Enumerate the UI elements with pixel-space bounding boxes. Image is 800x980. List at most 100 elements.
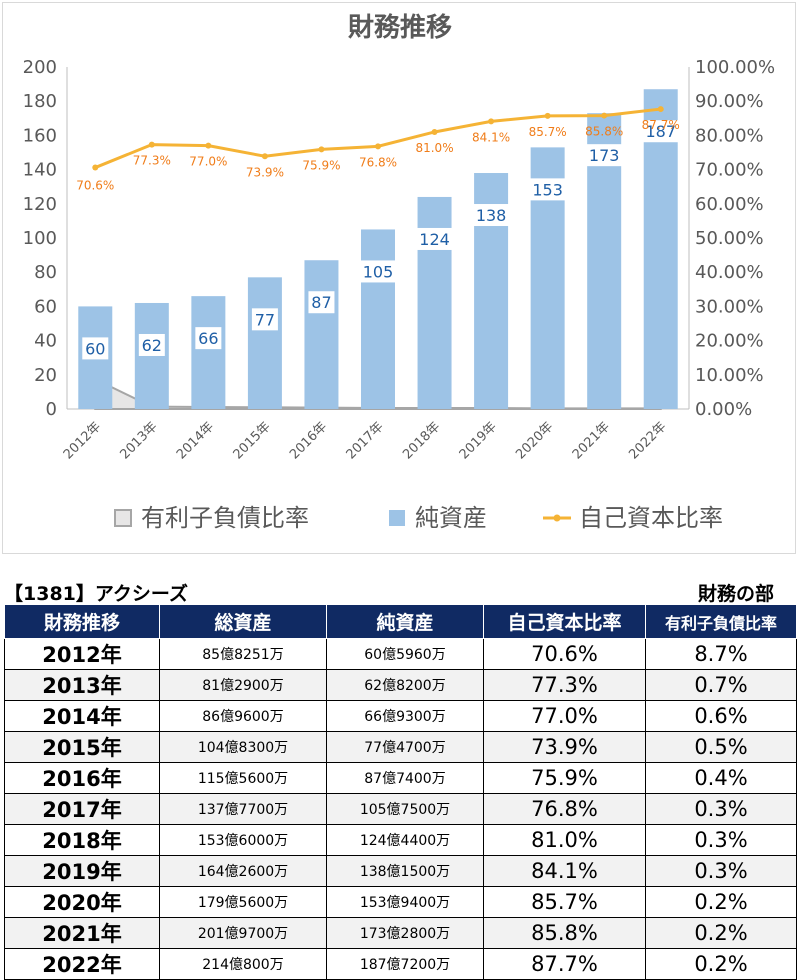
cell-year: 2013年 xyxy=(4,669,160,701)
square-fill-icon xyxy=(389,510,405,526)
cell-total-assets: 201億9700万 xyxy=(159,917,327,949)
bar-data-label: 77 xyxy=(255,310,275,329)
cell-total-assets: 153億6000万 xyxy=(159,824,327,856)
table-row: 2020年 179億5600万 153億9400万 85.7% 0.2% xyxy=(4,886,797,918)
equity-ratio-label: 73.9% xyxy=(246,165,284,179)
equity-ratio-point xyxy=(318,146,325,153)
equity-ratio-point xyxy=(205,142,212,149)
cell-debt-ratio: 0.3% xyxy=(645,824,797,856)
cell-debt-ratio: 0.4% xyxy=(645,762,797,794)
cell-equity-ratio: 75.9% xyxy=(483,762,646,794)
cell-net-assets: 138億1500万 xyxy=(326,855,484,887)
cell-net-assets: 153億9400万 xyxy=(326,886,484,918)
section-label: 財務の部 xyxy=(697,583,774,605)
cell-year: 2019年 xyxy=(4,855,160,887)
net-assets-bar xyxy=(361,229,395,409)
x-tick-label: 2014年 xyxy=(174,419,217,462)
square-outline-icon xyxy=(114,509,132,527)
x-tick-label: 2016年 xyxy=(287,419,330,462)
company-title: 【1381】アクシーズ xyxy=(4,583,188,605)
table-row: 2016年 115億5600万 87億7400万 75.9% 0.4% xyxy=(4,762,797,794)
cell-total-assets: 81億2900万 xyxy=(159,669,327,701)
equity-ratio-label: 85.7% xyxy=(529,125,567,139)
cell-year: 2016年 xyxy=(4,762,160,794)
bar-label-box xyxy=(586,144,623,167)
cell-total-assets: 104億8300万 xyxy=(159,731,327,763)
y-left-tick-label: 140 xyxy=(23,160,57,181)
cell-net-assets: 66億9300万 xyxy=(326,700,484,732)
company-header: 【1381】アクシーズ 財務の部 xyxy=(4,579,794,605)
equity-ratio-label: 77.3% xyxy=(133,154,171,168)
financial-table: 財務推移 総資産 純資産 自己資本比率 有利子負債比率 2012年 85億8251… xyxy=(4,604,797,980)
table-header-row: 財務推移 総資産 純資産 自己資本比率 有利子負債比率 xyxy=(4,604,797,639)
y-right-tick-label: 20.00% xyxy=(695,331,764,352)
cell-total-assets: 164億2600万 xyxy=(159,855,327,887)
cell-total-assets: 86億9600万 xyxy=(159,700,327,732)
legend-label-debt-ratio: 有利子負債比率 xyxy=(141,504,309,532)
table-row: 2012年 85億8251万 60億5960万 70.6% 8.7% xyxy=(4,638,797,670)
cell-equity-ratio: 77.0% xyxy=(483,700,646,732)
y-right-tick-label: 40.00% xyxy=(695,262,764,283)
equity-ratio-point xyxy=(657,106,664,113)
cell-equity-ratio: 76.8% xyxy=(483,793,646,825)
y-right-tick-label: 80.00% xyxy=(695,125,764,146)
cell-debt-ratio: 0.6% xyxy=(645,700,797,732)
x-tick-label: 2017年 xyxy=(344,419,387,462)
bar-data-label: 87 xyxy=(311,293,331,312)
line-marker-dot xyxy=(553,514,561,522)
bar-label-box xyxy=(416,227,453,250)
chart-panel: 財務推移 0 20 40 60 80 100 120 140 160 180 200 0.00% 10.0… xyxy=(2,2,796,554)
cell-year: 2020年 xyxy=(4,886,160,918)
table-row: 2014年 86億9600万 66億9300万 77.0% 0.6% xyxy=(4,700,797,732)
y-right-tick-label: 30.00% xyxy=(695,296,764,317)
cell-equity-ratio: 77.3% xyxy=(483,669,646,701)
bar-data-label: 153 xyxy=(532,180,563,199)
bar-label-box xyxy=(195,327,222,350)
cell-debt-ratio: 0.2% xyxy=(645,886,797,918)
bar-label-box xyxy=(138,333,165,356)
finance-chart: 財務推移 0 20 40 60 80 100 120 140 160 180 200 0.00% 10.0… xyxy=(23,13,775,532)
y-left-tick-label: 100 xyxy=(23,228,57,249)
table-row: 2017年 137億7700万 105億7500万 76.8% 0.3% xyxy=(4,793,797,825)
cell-equity-ratio: 85.7% xyxy=(483,886,646,918)
cell-equity-ratio: 85.8% xyxy=(483,917,646,949)
y-left-tick-label: 20 xyxy=(34,365,57,386)
legend-label-equity-ratio: 自己資本比率 xyxy=(579,504,723,532)
net-assets-bar xyxy=(191,296,226,409)
y-right-tick-label: 10.00% xyxy=(695,365,764,386)
equity-ratio-point xyxy=(544,112,551,119)
equity-ratio-label: 76.8% xyxy=(359,155,397,169)
x-tick-label: 2022年 xyxy=(626,419,669,462)
cell-debt-ratio: 0.3% xyxy=(645,855,797,887)
x-tick-label: 2012年 xyxy=(61,419,104,462)
x-tick-label: 2013年 xyxy=(117,419,160,462)
cell-equity-ratio: 73.9% xyxy=(483,731,646,763)
cell-total-assets: 137億7700万 xyxy=(159,793,327,825)
cell-year: 2015年 xyxy=(4,731,160,763)
cell-total-assets: 179億5600万 xyxy=(159,886,327,918)
bar-label-box xyxy=(360,260,396,283)
y-left-tick-label: 180 xyxy=(23,91,57,112)
equity-ratio-point xyxy=(488,118,495,125)
bar-label-box xyxy=(529,178,566,201)
x-tick-label: 2015年 xyxy=(231,419,274,462)
y-right-tick-label: 0.00% xyxy=(695,399,752,420)
bar-data-label: 173 xyxy=(589,146,620,165)
equity-ratio-point xyxy=(375,143,381,150)
bar-data-label: 138 xyxy=(476,206,507,225)
cell-net-assets: 87億7400万 xyxy=(326,762,484,794)
x-tick-label: 2019年 xyxy=(457,419,500,462)
y-left-tick-label: 60 xyxy=(34,296,57,317)
bar-label-box xyxy=(82,337,109,360)
cell-debt-ratio: 0.2% xyxy=(645,917,797,949)
table-row: 2019年 164億2600万 138億1500万 84.1% 0.3% xyxy=(4,855,797,887)
equity-ratio-point xyxy=(261,153,268,160)
equity-ratio-label: 84.1% xyxy=(472,130,510,144)
cell-equity-ratio: 70.6% xyxy=(483,638,646,670)
y-left-tick-label: 120 xyxy=(23,194,57,215)
bar-data-label: 105 xyxy=(363,262,394,281)
bar-label-box xyxy=(642,120,679,143)
cell-year: 2017年 xyxy=(4,793,160,825)
cell-total-assets: 85億8251万 xyxy=(159,638,327,670)
y-left-tick-label: 160 xyxy=(23,125,57,146)
